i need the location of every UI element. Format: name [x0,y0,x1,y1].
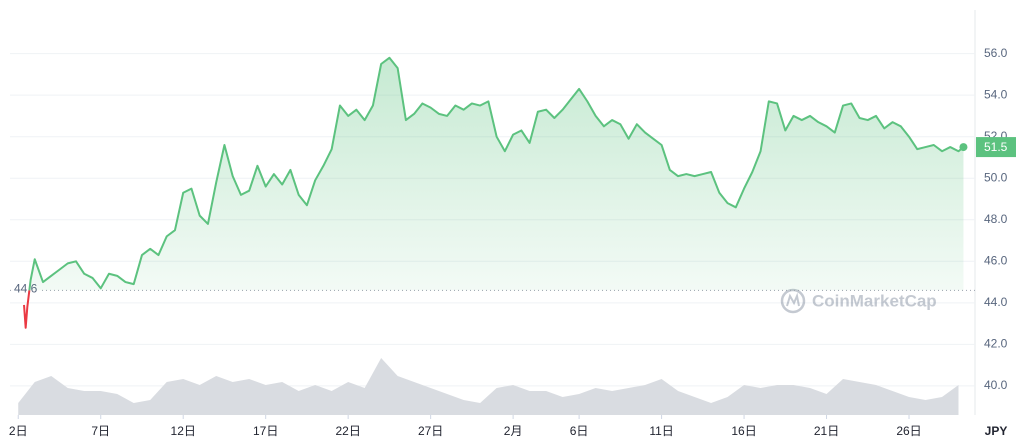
x-tick-label: 22日 [335,424,360,438]
y-tick-label: 50.0 [984,170,1008,184]
x-tick-label: 12日 [171,424,196,438]
last-price-tag [976,137,1016,158]
x-tick-label: 16日 [731,424,756,438]
price-area [29,57,964,291]
y-tick-label: 56.0 [984,46,1008,60]
watermark: CoinMarketCap [780,288,937,314]
x-tick-label: 6日 [570,424,589,438]
y-tick-label: 48.0 [984,212,1008,226]
y-tick-label: 46.0 [984,253,1008,267]
currency-label: JPY [985,424,1008,438]
last-price-dot [959,143,968,152]
x-tick-label: 26日 [896,424,921,438]
y-tick-label: 40.0 [984,378,1008,392]
watermark-logo-mark [786,292,800,307]
x-tick-label: 2月 [504,424,523,438]
volume-area [18,358,959,415]
x-tick-label: 7日 [91,424,110,438]
watermark-text: CoinMarketCap [812,291,937,310]
x-tick-label: 2日 [9,424,28,438]
y-tick-label: 54.0 [984,87,1008,101]
y-tick-label: 42.0 [984,337,1008,351]
last-price-label: 51.5 [984,140,1008,154]
x-tick-label: 11日 [649,424,673,438]
price-line [28,56,965,291]
y-tick-label: 44.0 [984,295,1008,309]
x-tick-label: 21日 [814,424,839,438]
x-tick-label: 27日 [418,424,443,438]
x-tick-label: 17日 [253,424,278,438]
